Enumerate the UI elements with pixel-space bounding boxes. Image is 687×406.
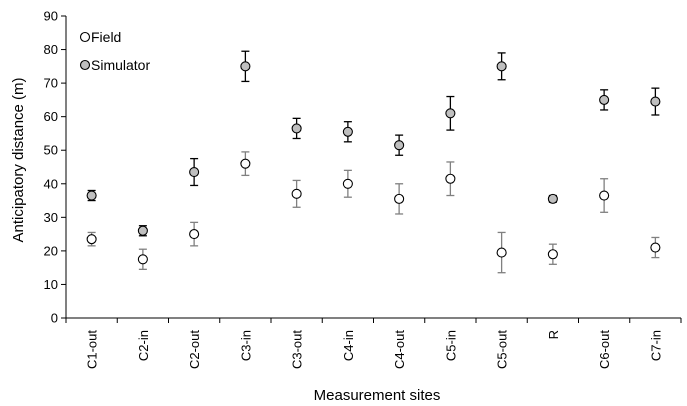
y-tick-label: 60 [44,109,58,124]
y-axis-title: Anticipatory distance (m) [10,77,27,242]
data-point [291,123,302,134]
data-point [394,140,405,151]
data-point [342,178,353,189]
x-tick-label: C3-in [238,330,253,361]
x-tick-label: C4-out [392,330,407,369]
x-tick-label: C2-out [187,330,202,369]
x-tick-label: C4-in [341,330,356,361]
y-tick-label: 50 [44,143,58,158]
data-point [650,242,661,253]
x-tick-label: R [546,330,561,339]
data-point [650,96,661,107]
x-tick-label: C6-out [597,330,612,369]
x-axis-title: Measurement sites [314,387,441,404]
x-axis: C1-out C2-in C2-out C3-in C3-out C4-in C4-out C… [65,317,682,369]
data-point [496,247,507,258]
data-point [496,61,507,72]
y-tick-label: 80 [44,42,58,57]
data-point [189,166,200,178]
x-tick-label: C5-out [495,330,510,369]
legend-label-field: Field [91,29,121,45]
legend-marker-simulator [79,59,91,71]
y-tick-label: 70 [44,76,58,91]
data-point [547,193,558,204]
data-point [240,61,251,72]
data-point [86,234,97,245]
data-point [291,188,302,199]
data-point [86,190,97,201]
data-point [599,94,610,105]
data-point [445,173,456,184]
y-tick-label: 30 [44,210,58,225]
y-tick-label: 20 [44,243,58,258]
y-axis: 0 10 20 30 40 50 60 70 80 90 [44,9,67,326]
data-point [599,190,610,201]
y-tick-label: 40 [44,176,58,191]
y-tick-label: 10 [44,277,58,292]
data-point [189,229,200,240]
legend-marker-field [79,31,91,43]
legend-label-simulator: Simulator [91,57,150,73]
data-point [394,193,405,204]
x-tick-label: C2-in [136,330,151,361]
data-point [137,225,148,236]
data-point [240,158,251,169]
x-tick-label: C7-in [648,330,663,361]
x-tick-label: C3-out [290,330,305,369]
plot-area [86,50,661,274]
data-point [342,126,353,137]
legend: Field Simulator [79,29,150,73]
x-tick-label: C5-in [443,330,458,361]
x-tick-label: C1-out [85,330,100,369]
y-tick-label: 0 [51,311,58,326]
data-point [137,254,148,265]
data-point [547,249,558,260]
series-simulator [86,50,661,237]
series-field [86,151,661,274]
y-tick-label: 90 [44,9,58,24]
data-point [445,108,456,119]
